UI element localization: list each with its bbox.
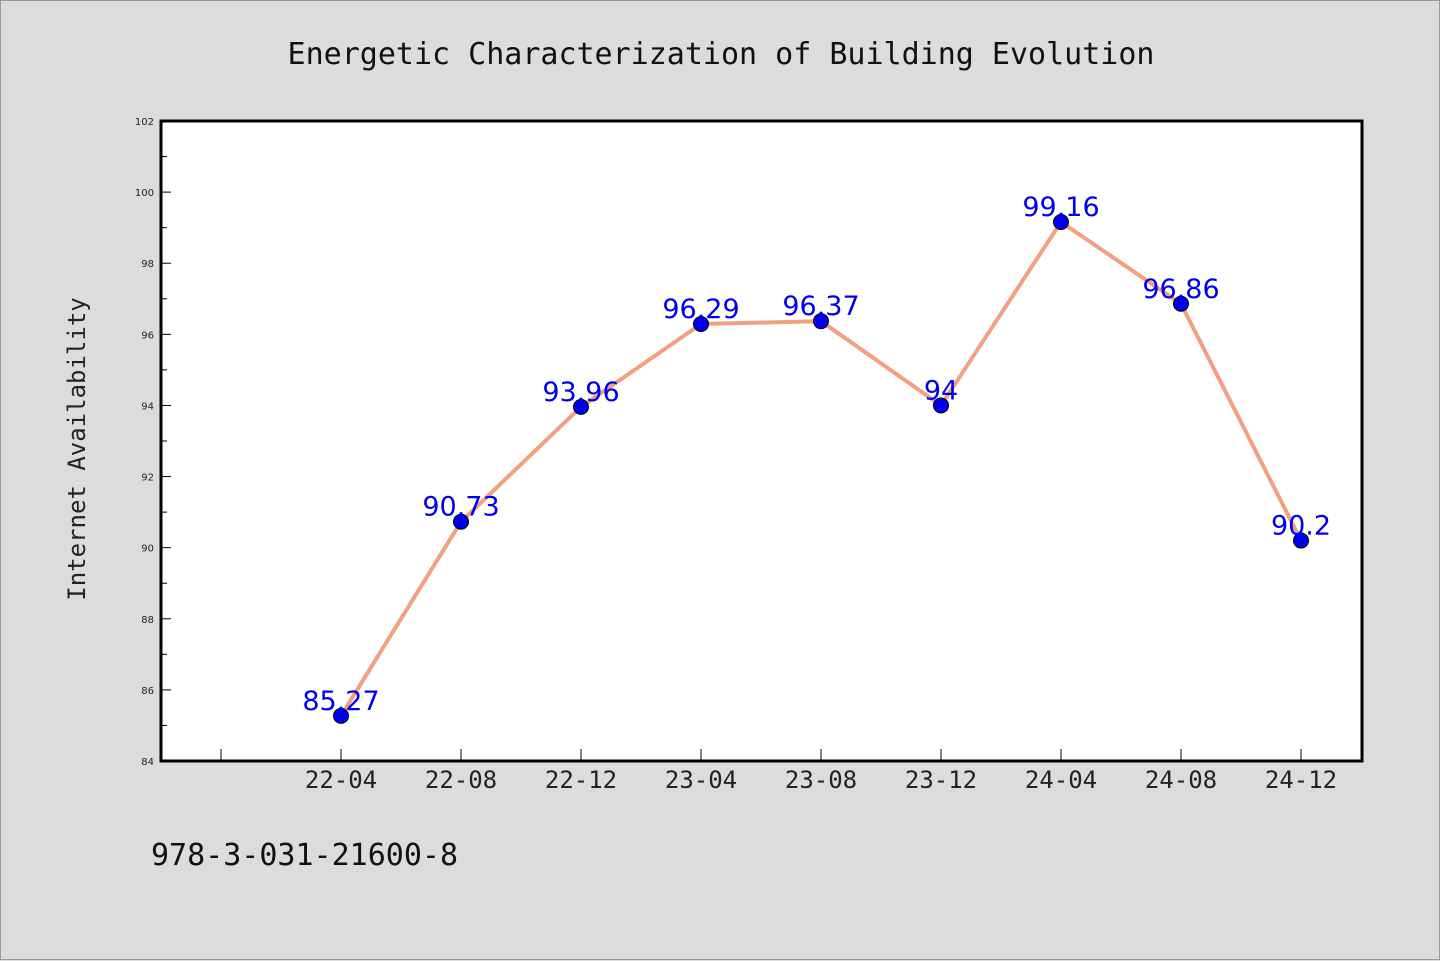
data-label: 94: [924, 375, 958, 406]
y-axis: 84 86 88 90 92 94 96 98 100 102: [135, 117, 171, 768]
plot-frame: [159, 119, 1364, 763]
x-tick-label: 22-08: [425, 766, 497, 794]
data-label: 96.86: [1142, 274, 1219, 305]
x-tick-label: 24-04: [1025, 766, 1097, 794]
data-point: [1293, 532, 1309, 549]
data-label: 85.27: [302, 686, 379, 717]
x-tick-label: 23-04: [665, 766, 737, 794]
x-tick-label: 24-12: [1265, 766, 1337, 794]
data-label: 93.96: [542, 377, 619, 408]
y-tick-label: 84: [141, 757, 154, 768]
y-tick-label: 94: [141, 401, 154, 412]
data-point: [813, 313, 829, 330]
data-point: [453, 513, 469, 530]
data-label: 96.29: [662, 294, 739, 325]
y-tick-label: 102: [135, 117, 154, 128]
y-tick-label: 100: [135, 188, 154, 199]
plot-area: [161, 121, 1362, 761]
x-axis: 22-04 22-08 22-12 23-04 23-08 23-12 24-04 24-08…: [220, 749, 1337, 794]
y-tick-label: 92: [141, 473, 154, 484]
x-tick-label: 22-12: [545, 766, 617, 794]
data-labels: 85.27 90.73 93.96 96.29 96.37 94 99.16 96.86 90.…: [302, 192, 1331, 717]
data-point: [1053, 213, 1069, 230]
x-tick-label: 24-08: [1145, 766, 1217, 794]
data-point: [933, 397, 949, 414]
data-label: 99.16: [1022, 192, 1099, 223]
data-point: [1173, 295, 1189, 312]
data-point: [693, 316, 709, 333]
data-label: 90.73: [422, 492, 499, 523]
y-tick-label: 96: [141, 330, 154, 341]
y-tick-label: 88: [141, 615, 154, 626]
x-tick-label: 22-04: [305, 766, 377, 794]
footnote: 978-3-031-21600-8: [151, 838, 458, 873]
data-label: 90.2: [1271, 511, 1331, 542]
chart-title: Energetic Characterization of Building E…: [288, 37, 1155, 72]
data-markers: [333, 213, 1309, 724]
data-label: 96.37: [782, 291, 859, 322]
data-point: [333, 707, 349, 724]
y-axis-label: Internet Availability: [63, 297, 91, 600]
y-tick-label: 86: [141, 686, 154, 697]
x-tick-label: 23-12: [905, 766, 977, 794]
y-tick-label: 90: [141, 544, 154, 555]
x-tick-label: 23-08: [785, 766, 857, 794]
y-tick-label: 98: [141, 259, 154, 270]
data-point: [573, 398, 589, 415]
